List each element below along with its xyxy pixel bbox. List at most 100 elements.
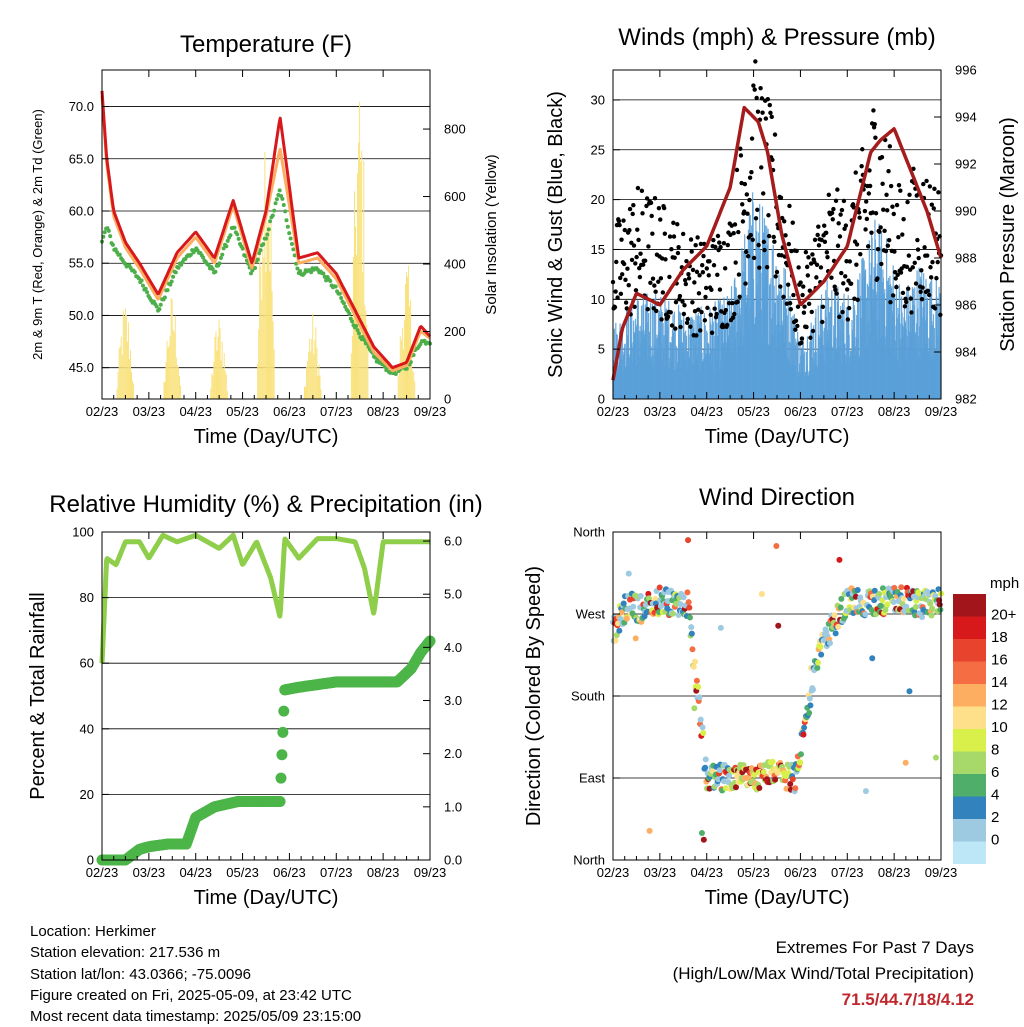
dewpoint-point xyxy=(168,282,173,287)
gust-point xyxy=(680,231,686,237)
gust-point xyxy=(853,170,858,175)
x-tick-label: 04/23 xyxy=(690,865,723,880)
direction-point xyxy=(693,677,700,684)
dewpoint-point xyxy=(355,328,360,333)
gust-point xyxy=(896,183,902,188)
dewpoint-point xyxy=(341,301,346,306)
direction-point xyxy=(814,664,821,671)
gust-point xyxy=(663,257,668,262)
legend-label: 2 xyxy=(991,809,999,826)
gust-point xyxy=(724,322,730,328)
gust-point xyxy=(692,309,698,314)
gust-point xyxy=(835,243,841,248)
dewpoint-point xyxy=(258,248,263,253)
gust-point xyxy=(918,289,923,295)
direction-point xyxy=(871,597,878,604)
gust-point xyxy=(640,211,645,216)
gust-point xyxy=(851,205,856,210)
gust-point xyxy=(818,265,824,270)
gust-point xyxy=(731,230,736,236)
y-tick-label: 50.0 xyxy=(69,308,94,323)
dewpoint-point xyxy=(110,242,115,247)
gust-point xyxy=(869,230,874,235)
direction-point xyxy=(637,593,644,600)
gust-point xyxy=(786,241,792,247)
direction-point xyxy=(826,640,833,647)
gust-point xyxy=(820,319,825,325)
direction-point xyxy=(745,774,752,781)
dewpoint-point xyxy=(283,209,288,214)
gust-point xyxy=(748,232,753,238)
dewpoint-point xyxy=(295,266,300,271)
gust-point xyxy=(819,237,824,243)
gust-point xyxy=(682,303,687,308)
dewpoint-point xyxy=(108,234,113,239)
gust-point xyxy=(757,265,762,270)
gust-point xyxy=(901,217,906,222)
gust-point xyxy=(659,317,664,322)
x-tick-label: 07/23 xyxy=(831,404,864,419)
plot-area xyxy=(610,59,944,400)
direction-point xyxy=(645,595,652,602)
gust-point xyxy=(715,272,720,278)
dewpoint-point xyxy=(188,252,193,257)
direction-point xyxy=(680,594,687,601)
dewpoint-point xyxy=(257,251,262,256)
legend-swatch xyxy=(953,774,986,797)
y-tick-label: 0 xyxy=(87,853,94,868)
gust-point xyxy=(740,202,745,207)
x-tick-label: 03/23 xyxy=(644,404,677,419)
gust-point xyxy=(765,96,771,102)
dewpoint-point xyxy=(132,270,137,275)
y-right-axis-label: Solar Insolation (Yellow) xyxy=(483,154,500,314)
direction-point xyxy=(696,694,703,701)
direction-point xyxy=(690,663,697,670)
legend-swatch xyxy=(953,706,986,729)
direction-point xyxy=(772,776,779,783)
gust-point xyxy=(833,198,839,204)
direction-point xyxy=(838,595,845,602)
series-wind xyxy=(612,192,942,399)
gust-point xyxy=(747,197,752,203)
x-tick-label: 07/23 xyxy=(320,404,353,419)
gust-point xyxy=(707,259,712,264)
dewpoint-point xyxy=(264,236,268,241)
dewpoint-point xyxy=(309,270,314,275)
gust-point xyxy=(772,132,778,137)
y-tick-label: 70.0 xyxy=(69,99,94,114)
legend-swatch xyxy=(953,661,986,684)
direction-point xyxy=(891,584,898,591)
legend-swatch xyxy=(953,594,986,617)
direction-point xyxy=(698,830,705,837)
direction-point xyxy=(722,785,729,792)
direction-point xyxy=(898,584,905,591)
dewpoint-point xyxy=(171,274,176,279)
gust-point xyxy=(763,116,769,121)
series-solar xyxy=(116,101,416,399)
gust-point xyxy=(625,266,630,271)
direction-point xyxy=(726,772,733,779)
y-tick-label: West xyxy=(576,607,606,622)
dewpoint-point xyxy=(139,278,144,283)
y-tick-label: 20 xyxy=(80,787,94,802)
y-tick-label: 65.0 xyxy=(69,151,94,166)
gust-point xyxy=(689,249,694,254)
gust-point xyxy=(753,216,759,221)
x-tick-label: 09/23 xyxy=(925,865,958,880)
gust-point xyxy=(810,252,815,257)
gust-point xyxy=(898,188,903,193)
legend-swatch xyxy=(953,684,986,707)
legend-label: 16 xyxy=(991,652,1008,669)
gust-point xyxy=(654,308,659,314)
dewpoint-point xyxy=(354,324,359,329)
gust-point xyxy=(743,281,748,286)
gust-point xyxy=(754,95,759,101)
gust-point xyxy=(772,239,777,244)
gust-point xyxy=(893,276,898,281)
y-right-tick-label: 986 xyxy=(955,298,977,313)
gust-point xyxy=(890,293,896,298)
gust-point xyxy=(696,307,701,312)
latlon-text: Station lat/lon: 43.0366; -75.0096 xyxy=(30,965,252,983)
gust-point xyxy=(653,289,658,294)
direction-point xyxy=(684,589,691,596)
